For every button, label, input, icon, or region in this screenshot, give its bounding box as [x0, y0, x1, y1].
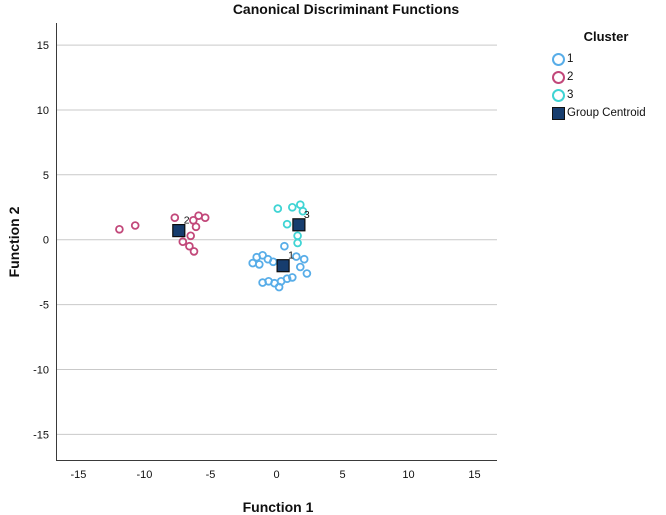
data-point-cluster-1 — [274, 282, 284, 292]
centroid-label: 3 — [304, 209, 310, 221]
x-tick-label: -5 — [206, 469, 216, 481]
y-tick-label: -5 — [39, 300, 49, 312]
group-centroid-square-icon — [552, 106, 565, 120]
x-tick-label: 15 — [468, 469, 480, 481]
data-point-cluster-2 — [178, 237, 188, 247]
data-point-cluster-3 — [293, 231, 302, 241]
legend-item-label: 1 — [567, 53, 574, 65]
data-point-cluster-1 — [287, 273, 297, 282]
y-tick-label: 10 — [37, 105, 49, 117]
centroid-label: 2 — [184, 215, 190, 227]
y-tick-label: -15 — [33, 429, 49, 441]
x-tick-label: 5 — [339, 469, 345, 481]
data-point-cluster-1 — [302, 269, 312, 278]
legend-item-label: Group Centroid — [567, 107, 646, 119]
y-tick-label: 15 — [37, 40, 49, 52]
data-point-cluster-2 — [189, 247, 199, 256]
data-point-cluster-1 — [254, 260, 264, 269]
data-point-cluster-2 — [186, 231, 196, 241]
centroid-label: 1 — [288, 250, 294, 262]
cluster-1-circle-icon — [552, 52, 565, 66]
x-tick-label: -15 — [70, 469, 86, 481]
data-point-cluster-1 — [291, 252, 301, 261]
data-point-cluster-1 — [258, 251, 267, 260]
data-point-cluster-3 — [282, 219, 292, 229]
y-tick-label: -10 — [33, 365, 49, 377]
legend-item-label: 3 — [567, 89, 574, 101]
legend-item-group-centroid: Group Centroid — [546, 104, 666, 122]
x-tick-label: 0 — [273, 469, 279, 481]
data-point-cluster-2 — [130, 221, 140, 230]
x-tick-label: -10 — [137, 469, 153, 481]
legend: Cluster 1 2 3 Group Centroid — [546, 29, 666, 122]
data-point-cluster-1 — [282, 274, 292, 284]
cluster-2-circle-icon — [552, 70, 565, 84]
centroid-marker-1 — [276, 259, 290, 273]
data-point-cluster-1 — [295, 262, 305, 272]
legend-title: Cluster — [583, 29, 629, 44]
data-point-cluster-1 — [248, 258, 258, 268]
x-axis-title: Function 1 — [242, 499, 314, 515]
data-point-cluster-2 — [191, 222, 201, 232]
legend-item-cluster-1: 1 — [546, 50, 666, 68]
chart-title: Canonical Discriminant Functions — [232, 1, 460, 17]
data-point-cluster-3 — [298, 206, 308, 216]
data-point-cluster-3 — [273, 204, 283, 213]
legend-item-cluster-3: 3 — [546, 86, 666, 104]
data-point-cluster-2 — [185, 241, 194, 251]
y-axis-title: Function 2 — [6, 206, 22, 278]
x-tick-label: 10 — [402, 469, 414, 481]
data-point-cluster-2 — [200, 213, 210, 223]
legend-item-label: 2 — [567, 71, 574, 83]
data-point-cluster-2 — [170, 213, 180, 223]
data-point-cluster-3 — [287, 203, 297, 212]
data-point-cluster-2 — [115, 225, 124, 234]
centroid-marker-2 — [172, 224, 186, 238]
data-point-cluster-3 — [293, 238, 302, 248]
y-tick-label: 5 — [43, 170, 49, 182]
data-point-cluster-1 — [299, 254, 309, 264]
legend-item-cluster-2: 2 — [546, 68, 666, 86]
y-tick-label: 0 — [43, 235, 49, 247]
data-point-cluster-1 — [280, 241, 289, 251]
centroid-marker-3 — [292, 218, 306, 232]
cluster-3-circle-icon — [552, 88, 565, 102]
